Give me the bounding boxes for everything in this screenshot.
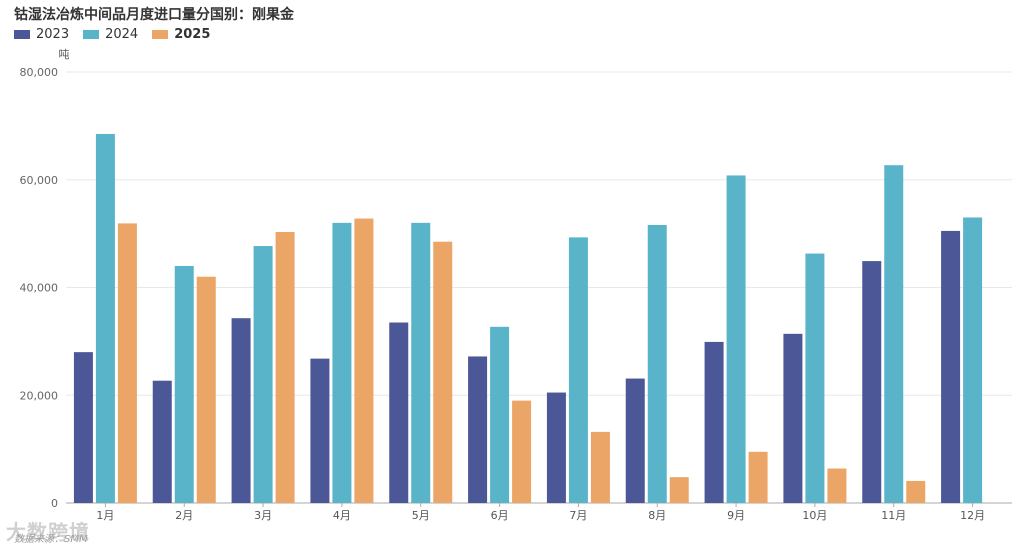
bar-2024-1 bbox=[95, 133, 115, 504]
source-note: 数据来源：SMM bbox=[14, 534, 88, 545]
bar-2023-11 bbox=[862, 261, 882, 503]
bar-2024-2 bbox=[174, 265, 194, 503]
y-axis-label: 吨 bbox=[59, 48, 70, 61]
bar-2023-8 bbox=[625, 378, 645, 503]
x-tick-label: 3月 bbox=[254, 509, 272, 522]
bar-2025-9 bbox=[748, 451, 768, 503]
bar-2023-3 bbox=[231, 318, 251, 503]
x-tick-label: 12月 bbox=[960, 509, 985, 522]
bar-2023-1 bbox=[73, 352, 93, 503]
y-tick-label: 80,000 bbox=[20, 66, 59, 79]
bar-2025-5 bbox=[433, 241, 453, 504]
x-tick-label: 5月 bbox=[412, 509, 430, 522]
bar-2023-5 bbox=[389, 322, 409, 503]
x-tick-label: 2月 bbox=[175, 509, 193, 522]
bar-2024-5 bbox=[411, 222, 431, 503]
x-tick-label: 6月 bbox=[491, 509, 509, 522]
chart-title: 钴湿法冶炼中间品月度进口量分国别：刚果金 bbox=[14, 7, 294, 23]
legend-swatch-2024 bbox=[83, 30, 100, 39]
bar-2025-2 bbox=[196, 276, 216, 503]
x-tick-label: 1月 bbox=[96, 509, 114, 522]
bar-2023-4 bbox=[310, 358, 330, 503]
bar-2025-3 bbox=[275, 232, 295, 504]
x-tick-label: 11月 bbox=[881, 509, 906, 522]
bar-2023-9 bbox=[704, 341, 724, 503]
bar-2025-10 bbox=[827, 468, 847, 503]
x-tick-label: 4月 bbox=[333, 509, 351, 522]
legend-label-2023: 2023 bbox=[36, 27, 70, 42]
x-tick-label: 9月 bbox=[727, 509, 745, 522]
watermark: 大数跨境 bbox=[6, 520, 90, 544]
bar-2023-6 bbox=[468, 356, 488, 503]
legend: 2023 2024 2025 bbox=[14, 27, 224, 42]
bar-2024-12 bbox=[963, 217, 983, 503]
y-tick-label: 0 bbox=[51, 497, 58, 510]
bar-2024-8 bbox=[647, 225, 667, 503]
legend-item-2024[interactable]: 2024 bbox=[83, 27, 138, 42]
x-tick-label: 7月 bbox=[569, 509, 587, 522]
legend-swatch-2025 bbox=[152, 30, 169, 39]
legend-label-2025: 2025 bbox=[174, 27, 211, 42]
x-tick-label: 10月 bbox=[802, 509, 827, 522]
legend-swatch-2023 bbox=[14, 30, 30, 39]
legend-item-2025[interactable]: 2025 bbox=[152, 27, 210, 42]
y-tick-label: 20,000 bbox=[20, 389, 59, 402]
bar-2024-11 bbox=[884, 165, 904, 504]
bar-2024-7 bbox=[568, 237, 588, 504]
bar-2024-9 bbox=[726, 175, 746, 503]
y-tick-label: 60,000 bbox=[20, 174, 59, 187]
bar-2024-3 bbox=[253, 246, 273, 504]
bar-2024-4 bbox=[332, 222, 352, 503]
bar-2025-1 bbox=[117, 223, 137, 504]
bar-2023-12 bbox=[941, 230, 961, 503]
bar-2023-10 bbox=[783, 333, 803, 503]
bar-2025-6 bbox=[512, 400, 532, 503]
bar-2025-11 bbox=[906, 480, 926, 503]
bar-2023-2 bbox=[152, 380, 172, 503]
bar-2025-7 bbox=[590, 431, 610, 503]
bar-2024-10 bbox=[805, 253, 825, 503]
x-tick-label: 8月 bbox=[648, 509, 666, 522]
bar-2025-4 bbox=[354, 218, 374, 504]
legend-item-2023[interactable]: 2023 bbox=[14, 27, 69, 42]
bar-2025-8 bbox=[669, 477, 689, 503]
bar-2023-7 bbox=[546, 392, 566, 503]
legend-label-2024: 2024 bbox=[105, 27, 139, 42]
bar-2024-6 bbox=[490, 326, 510, 503]
y-tick-label: 40,000 bbox=[20, 282, 59, 295]
